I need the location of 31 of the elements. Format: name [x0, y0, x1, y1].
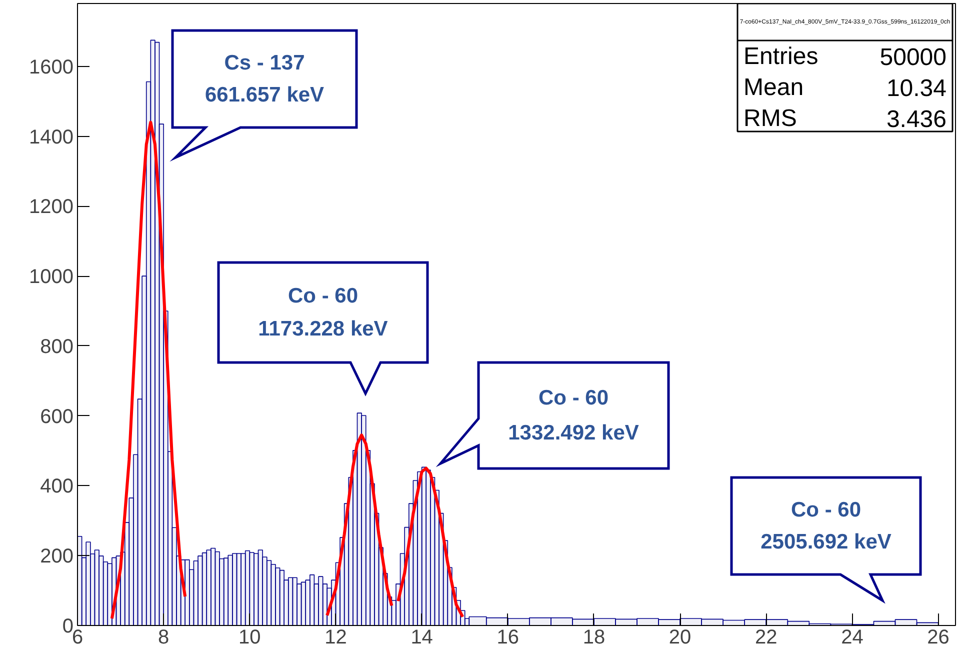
- annotation: Co - 60 1173.228 keV: [258, 284, 388, 341]
- x-tick-label: 26: [927, 626, 950, 648]
- y-tick-label: 200: [40, 546, 74, 568]
- x-tick-label: 20: [668, 626, 692, 648]
- y-tick-label: 800: [40, 336, 74, 358]
- annotation: RMS: [744, 105, 797, 132]
- x-tick-label: 6: [72, 626, 84, 648]
- annotation: Co - 60 1332.492 keV: [508, 386, 639, 445]
- x-tick-label: 18: [582, 626, 606, 648]
- x-tick-label: 12: [324, 626, 347, 648]
- x-tick-label: 22: [755, 626, 778, 648]
- annotation: Cs - 137 661.657 keV: [204, 51, 324, 107]
- y-tick-label: 400: [40, 476, 74, 498]
- x-tick-label: 16: [496, 626, 520, 648]
- y-tick-label: 1200: [29, 196, 74, 218]
- annotation: 50000: [880, 44, 947, 71]
- annotation: Co - 60 2505.692 keV: [760, 498, 892, 554]
- annotation: 3.436: [886, 106, 947, 133]
- annotation: Mean: [744, 74, 804, 101]
- x-tick-label: 8: [158, 626, 170, 648]
- line-series: [110, 120, 187, 620]
- y-tick-label: 1000: [29, 266, 74, 288]
- x-tick-label: 24: [841, 626, 864, 648]
- y-tick-label: 1600: [29, 56, 74, 78]
- annotation: Entries: [744, 43, 818, 70]
- annotation: 10.34: [886, 75, 947, 102]
- y-tick-label: 600: [40, 406, 74, 428]
- x-tick-label: 10: [238, 626, 261, 648]
- x-tick-label: 14: [410, 626, 433, 648]
- y-tick-label: 1400: [29, 126, 74, 148]
- y-tick-label: 0: [62, 616, 74, 638]
